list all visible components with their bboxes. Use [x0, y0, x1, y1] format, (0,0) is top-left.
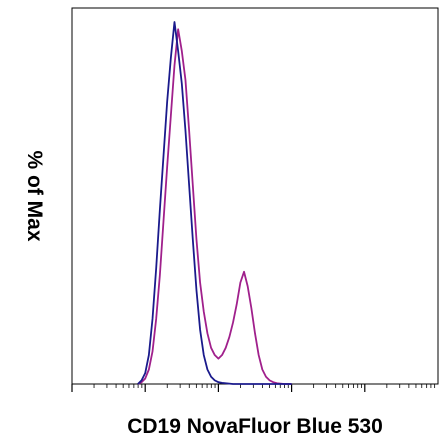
plot-area: [71, 7, 439, 385]
y-axis-label: % of Max: [23, 150, 46, 241]
x-axis-ticks: [71, 384, 436, 392]
x-axis-label: CD19 NovaFluor Blue 530: [127, 415, 383, 438]
series-line-2: [137, 28, 292, 385]
series-layer: [137, 21, 292, 385]
series-line-1: [137, 21, 292, 385]
